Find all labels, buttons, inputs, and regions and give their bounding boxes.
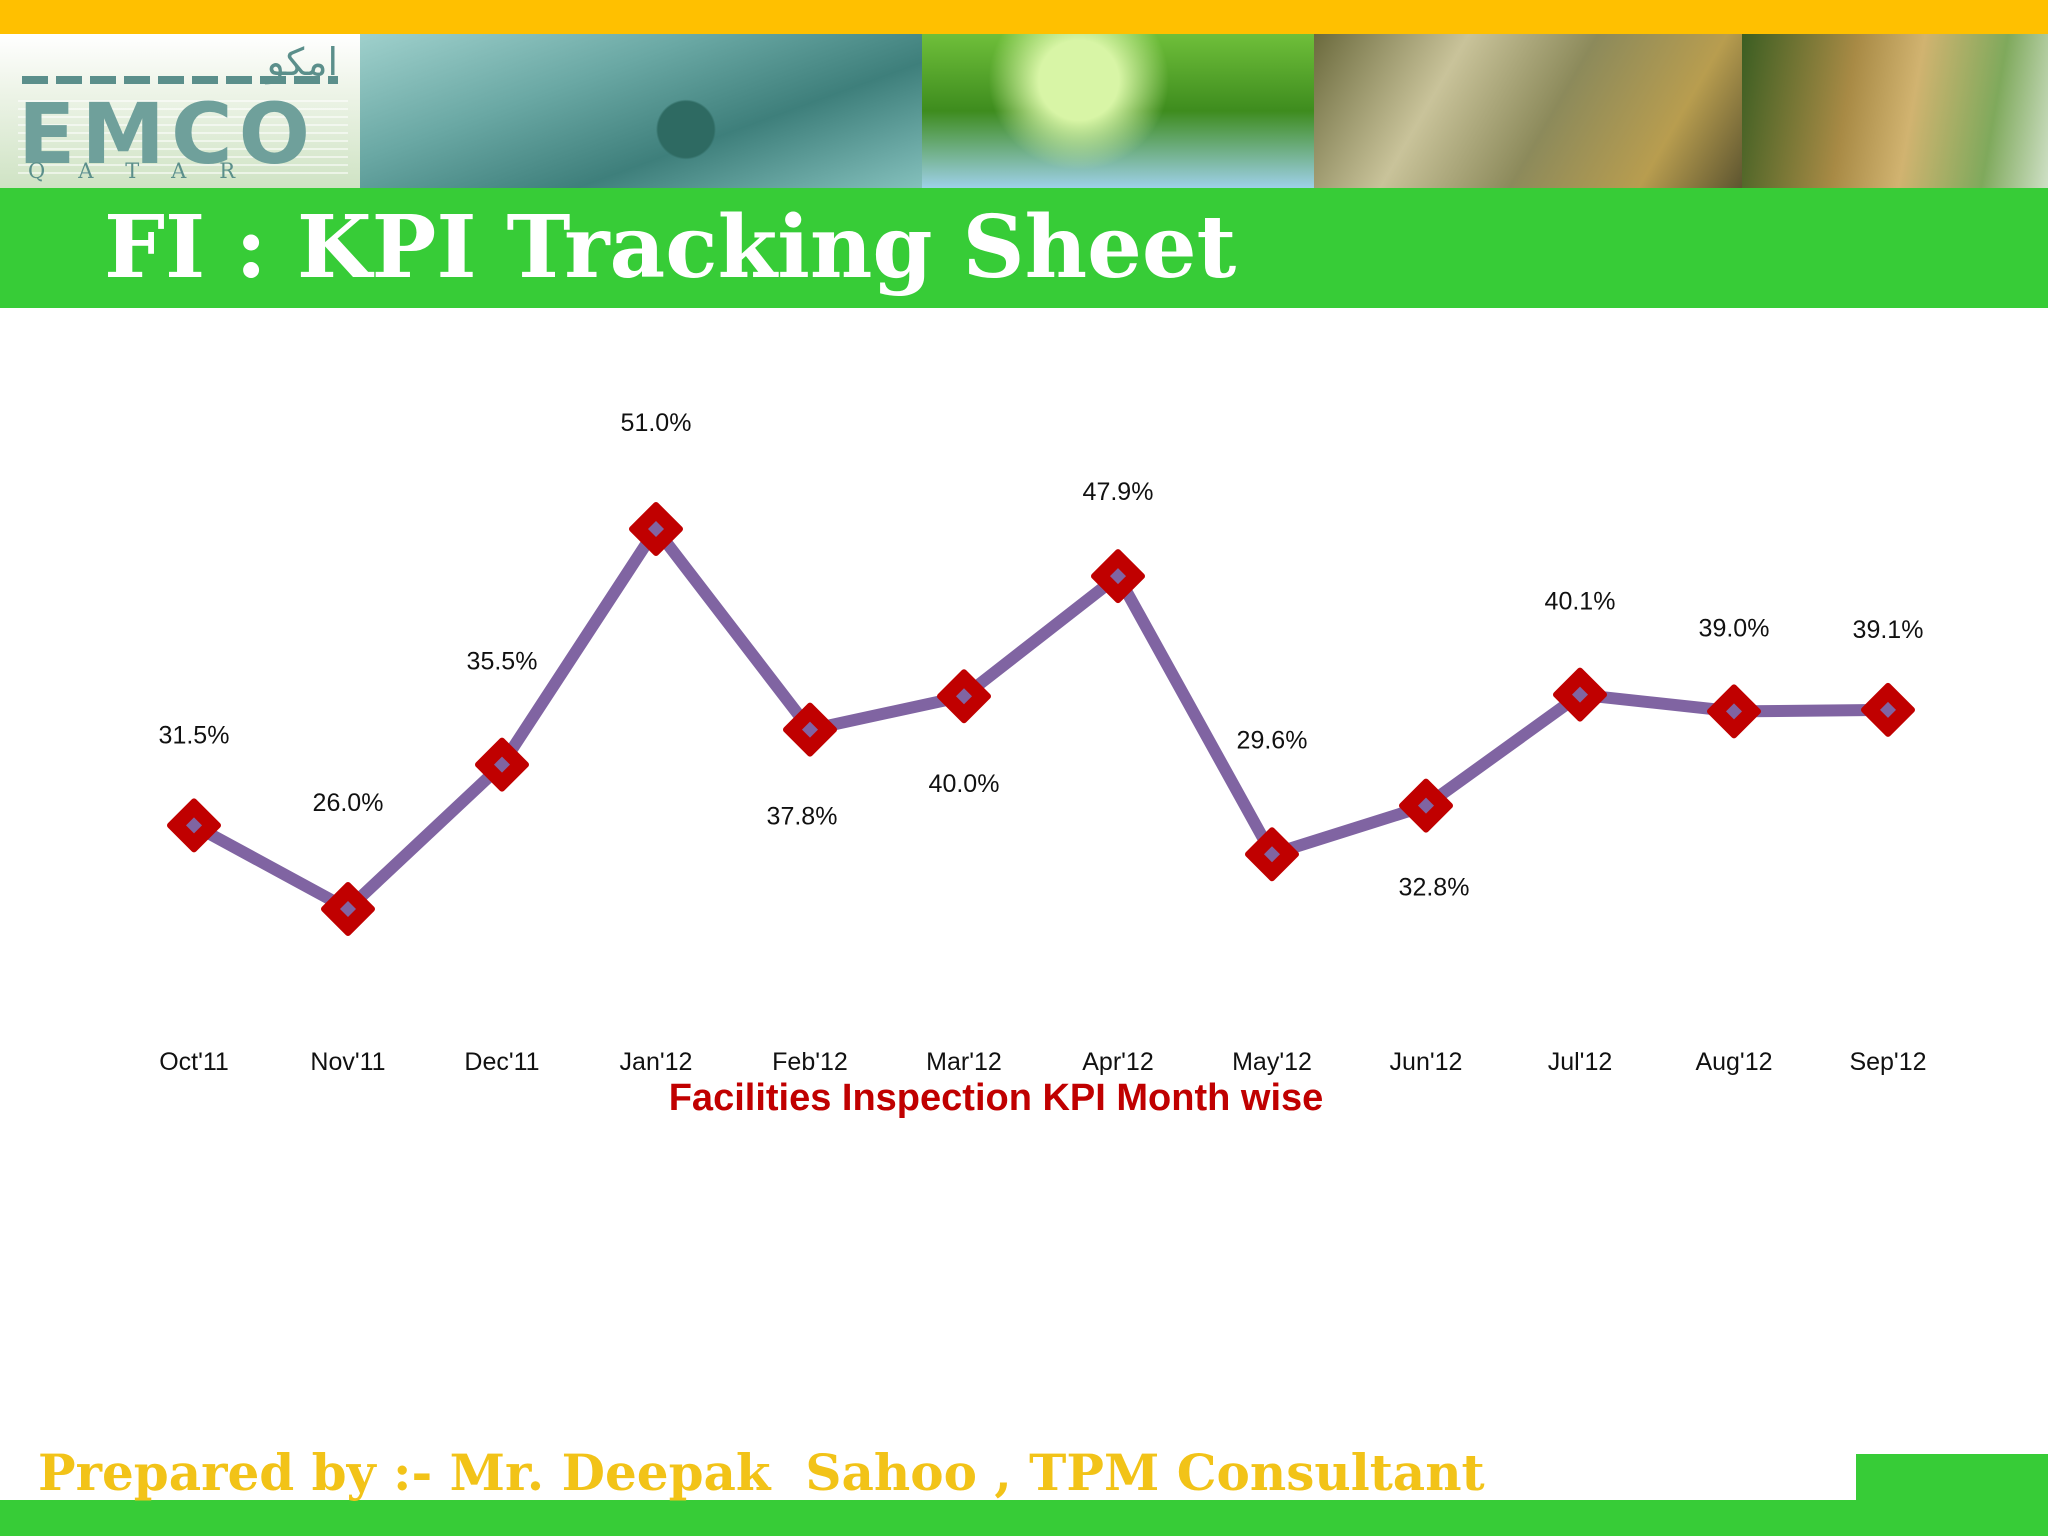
- data-point-marker: [321, 882, 375, 936]
- x-tick-label: Oct'11: [159, 1048, 229, 1076]
- data-label: 40.0%: [929, 770, 1000, 798]
- banner-photo-valve: [360, 34, 922, 188]
- series-line: [191, 523, 1889, 915]
- data-point-marker: [1245, 827, 1299, 882]
- x-tick-label: Dec'11: [464, 1048, 539, 1076]
- data-label: 31.5%: [159, 721, 230, 749]
- data-point-marker: [475, 737, 529, 792]
- data-label: 26.0%: [313, 789, 384, 817]
- x-tick-label: Aug'12: [1695, 1048, 1772, 1076]
- page-title: FI : KPI Tracking Sheet: [104, 197, 1237, 298]
- emco-logo: امكو EMCO QATAR: [0, 34, 361, 188]
- title-bar: [0, 188, 2048, 308]
- banner-photo-tree-canopy: [922, 34, 1314, 188]
- x-tick-label: Mar'12: [926, 1048, 1002, 1076]
- data-point-marker: [1399, 778, 1453, 833]
- data-point-marker: [937, 669, 991, 724]
- header-banner: امكو EMCO QATAR: [0, 34, 2048, 188]
- data-point-marker: [783, 702, 837, 757]
- data-label: 39.0%: [1699, 614, 1770, 642]
- data-label: 29.6%: [1237, 726, 1308, 754]
- x-tick-label: Apr'12: [1082, 1048, 1153, 1076]
- x-tick-label: Sep'12: [1849, 1048, 1926, 1076]
- x-tick-label: Nov'11: [310, 1048, 385, 1076]
- x-tick-label: Jan'12: [620, 1048, 693, 1076]
- x-tick-label: Jul'12: [1548, 1048, 1613, 1076]
- x-tick-label: May'12: [1232, 1048, 1312, 1076]
- data-label: 39.1%: [1853, 616, 1924, 644]
- data-point-marker: [1091, 549, 1145, 604]
- data-label: 47.9%: [1083, 478, 1154, 506]
- footer-accent-block: [1856, 1454, 2048, 1500]
- chart-title: Facilities Inspection KPI Month wise: [669, 1077, 1324, 1119]
- top-accent-stripe: [0, 0, 2048, 34]
- banner-photo-broom: [1314, 34, 1742, 188]
- chart-line-layer: [191, 523, 1889, 915]
- data-point-marker: [1553, 667, 1607, 722]
- prepared-by-text: Prepared by :- Mr. Deepak Sahoo , TPM Co…: [38, 1443, 1485, 1502]
- x-tick-label: Feb'12: [772, 1048, 848, 1076]
- footer-bar: [0, 1500, 2048, 1536]
- x-tick-label: Jun'12: [1390, 1048, 1463, 1076]
- data-point-marker: [629, 502, 683, 556]
- data-label: 37.8%: [767, 803, 838, 831]
- banner-photo-tree-trunk: [1742, 34, 2048, 188]
- chart-data-label-layer: 31.5% 26.0% 35.5% 51.0% 37.8% 40.0% 47.9% 29.6%…: [159, 409, 1924, 902]
- data-label: 40.1%: [1545, 588, 1616, 616]
- logo-arabic-underline: [22, 76, 338, 84]
- chart-x-axis: Oct'11 Nov'11 Dec'11 Jan'12 Feb'12 Mar'12 Apr'…: [159, 1048, 1926, 1076]
- kpi-line-chart: 31.5% 26.0% 35.5% 51.0% 37.8% 40.0% 47.9% 29.6%…: [159, 409, 1927, 1119]
- data-label: 35.5%: [467, 648, 538, 676]
- data-label: 32.8%: [1399, 874, 1470, 902]
- chart-marker-layer: [167, 502, 1915, 936]
- logo-country: QATAR: [28, 159, 269, 183]
- data-point-marker: [1861, 682, 1915, 737]
- data-label: 51.0%: [621, 409, 692, 437]
- logo-wordmark: EMCO: [18, 92, 348, 176]
- data-point-marker: [167, 798, 221, 853]
- data-point-marker: [1707, 684, 1761, 739]
